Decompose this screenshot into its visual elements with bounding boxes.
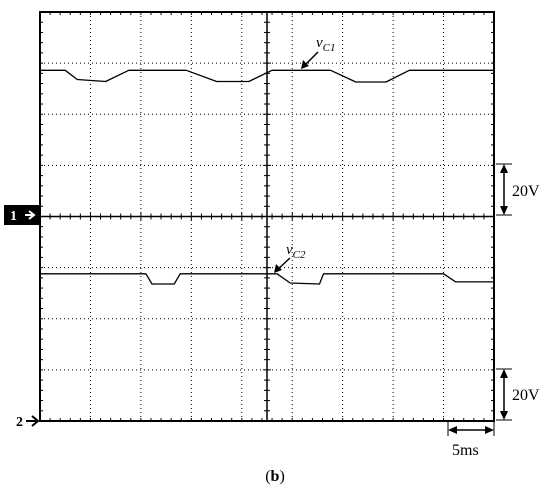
volt-scale-2: 20V [496, 368, 540, 421]
volt-scale-2-label: 20V [512, 387, 540, 404]
volt-scale-1-label: 20V [512, 183, 540, 200]
trace-vc1 [40, 69, 494, 83]
oscilloscope-chart: 1 2 vC1 vC2 20V 20V [4, 11, 540, 459]
figure-caption: (b) [265, 468, 285, 485]
vc2-annotation: vC2 [274, 242, 306, 273]
channel-2-marker: 2 [16, 415, 40, 430]
volt-scale-1: 20V [496, 163, 540, 216]
channel-1-label: 1 [10, 209, 17, 224]
vc1-label: vC1 [316, 35, 336, 54]
time-scale: 5ms [447, 421, 495, 459]
trace-vc2 [40, 273, 494, 285]
vc1-annotation: vC1 [301, 35, 336, 69]
channel-1-marker: 1 [4, 205, 40, 225]
channel-2-label: 2 [16, 415, 23, 430]
vc2-label: vC2 [286, 242, 306, 261]
traces-layer [40, 69, 494, 285]
time-scale-label: 5ms [452, 442, 479, 459]
